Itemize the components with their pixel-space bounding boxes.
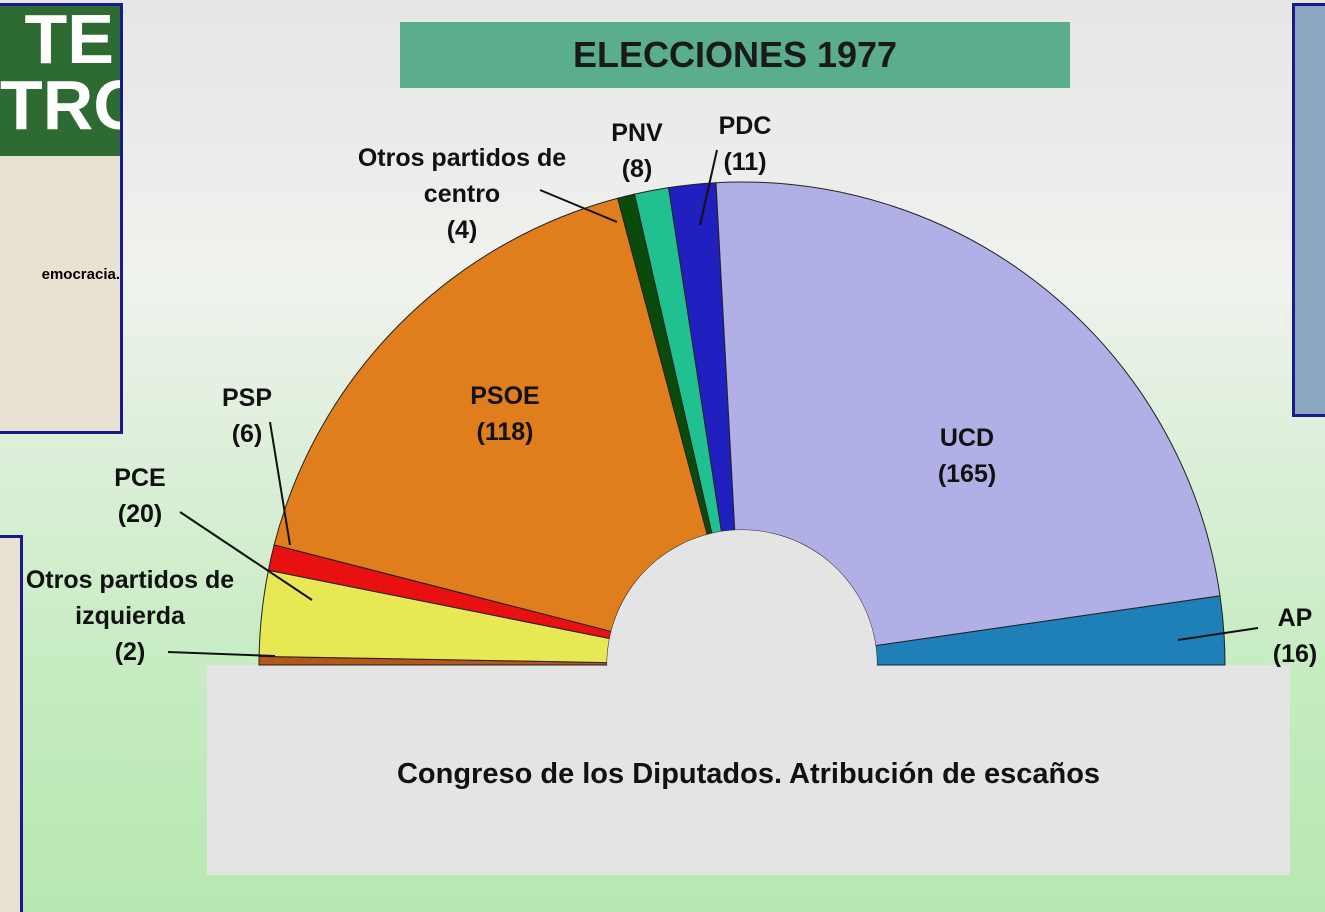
chart-title: ELECCIONES 1977: [400, 22, 1070, 88]
slice-label: AP (16): [1273, 600, 1317, 672]
hole: [607, 530, 877, 665]
slice-label: PDC (11): [719, 108, 772, 180]
slice-label: Otros partidos de centro (4): [352, 140, 572, 248]
slice-label: Otros partidos de izquierda (2): [20, 562, 240, 670]
category-label: PSP: [221, 384, 273, 412]
subtitle: Congreso de los Diputados. Atribución de…: [207, 665, 1290, 875]
category-label: Otros partidos de izquierda: [25, 566, 235, 630]
value-label: (6): [231, 420, 263, 448]
category-label: UCD: [939, 424, 995, 452]
value-label: (11): [723, 148, 767, 176]
category-label: PSOE: [470, 382, 540, 410]
category-label: PCE: [114, 464, 166, 492]
leader-line: [179, 511, 313, 601]
slice-label: UCD (165): [938, 420, 996, 492]
category-label: PNV: [611, 119, 663, 147]
category-label: AP: [1277, 604, 1313, 632]
value-label: (4): [446, 216, 478, 244]
slice-label: PSP (6): [222, 380, 272, 452]
leader-line: [269, 421, 291, 546]
slice-label: PSOE (118): [470, 378, 539, 450]
leader-line: [1177, 627, 1259, 641]
value-label: (16): [1272, 640, 1318, 668]
value-label: (8): [621, 155, 653, 183]
value-label: (20): [117, 500, 163, 528]
value-label: (165): [937, 460, 997, 488]
poster-text: TRO: [0, 66, 120, 144]
leader-line: [699, 149, 718, 226]
category-label: PDC: [718, 112, 772, 140]
category-label: Otros partidos de centro: [357, 144, 567, 208]
value-label: (118): [476, 418, 534, 446]
poster-text: TE: [24, 3, 114, 78]
leader-line: [167, 651, 276, 657]
poster-left: TETRO emocracia.: [0, 3, 123, 434]
slice-label: PCE (20): [114, 460, 165, 532]
slice-label: PNV (8): [611, 115, 662, 187]
value-label: (2): [114, 638, 146, 666]
poster-right: [1292, 3, 1325, 417]
poster-text: emocracia.: [41, 266, 120, 283]
leader-line: [539, 189, 618, 223]
poster-bottom-left: [0, 535, 23, 912]
